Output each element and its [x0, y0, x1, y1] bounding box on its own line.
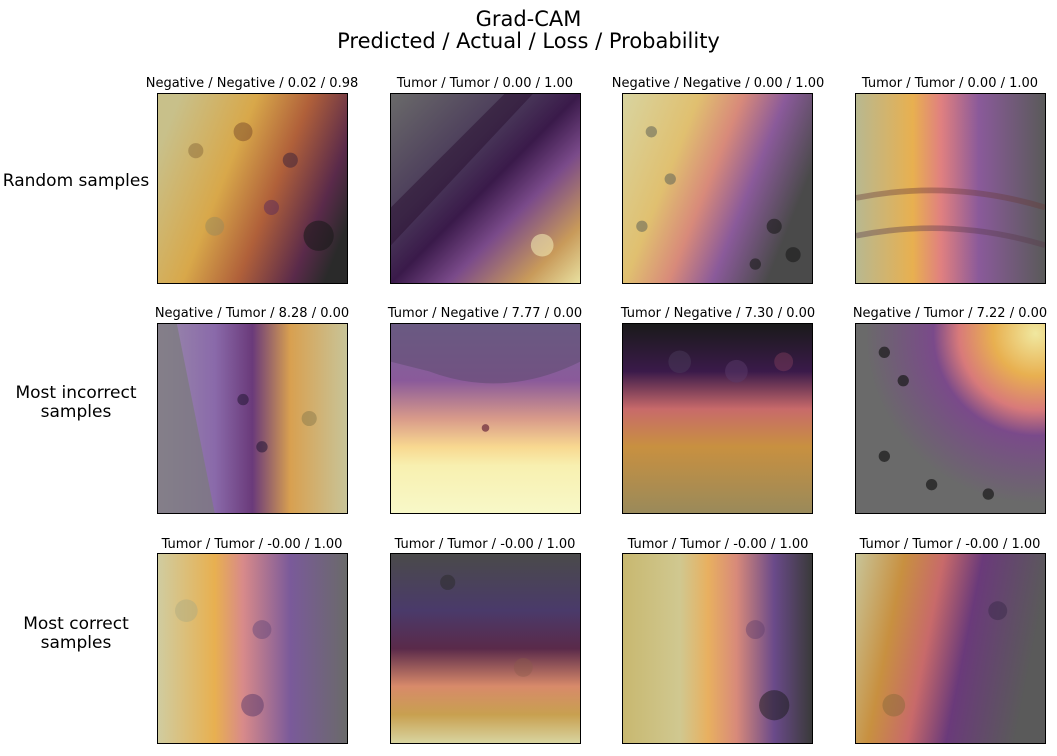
gradcam-image: [390, 553, 581, 744]
gradcam-image: [622, 323, 813, 514]
gradcam-image: [855, 93, 1046, 284]
gradcam-image: [157, 553, 348, 744]
panel-caption: Tumor / Tumor / -0.00 / 1.00: [859, 537, 1041, 552]
gradcam-image: [157, 323, 348, 514]
panel-caption: Tumor / Tumor / -0.00 / 1.00: [161, 537, 343, 552]
figure-subtitle: Predicted / Actual / Loss / Probability: [337, 29, 720, 53]
row-label-random: Random samples: [2, 171, 150, 191]
gradcam-image: [855, 323, 1046, 514]
row-label-most-correct: Most correct samples: [23, 614, 129, 653]
panel-caption: Negative / Tumor / 7.22 / 0.00: [852, 306, 1048, 321]
panel-caption: Negative / Negative / 0.00 / 1.00: [611, 76, 825, 91]
panel-caption: Tumor / Tumor / 0.00 / 1.00: [861, 76, 1039, 91]
panel-caption: Negative / Negative / 0.02 / 0.98: [145, 76, 359, 91]
gradcam-image: [390, 93, 581, 284]
gradcam-image: [855, 553, 1046, 744]
gradcam-image: [622, 93, 813, 284]
figure-title: Grad-CAM: [475, 7, 582, 31]
panel-caption: Tumor / Negative / 7.77 / 0.00: [387, 306, 583, 321]
panel-caption: Tumor / Negative / 7.30 / 0.00: [620, 306, 816, 321]
gradcam-image: [390, 323, 581, 514]
gradcam-image: [622, 553, 813, 744]
panel-caption: Tumor / Tumor / -0.00 / 1.00: [394, 537, 576, 552]
panel-caption: Tumor / Tumor / 0.00 / 1.00: [396, 76, 574, 91]
panel-caption: Tumor / Tumor / -0.00 / 1.00: [627, 537, 809, 552]
gradcam-image: [157, 93, 348, 284]
panel-caption: Negative / Tumor / 8.28 / 0.00: [154, 306, 350, 321]
row-label-most-incorrect: Most incorrect samples: [15, 383, 137, 422]
